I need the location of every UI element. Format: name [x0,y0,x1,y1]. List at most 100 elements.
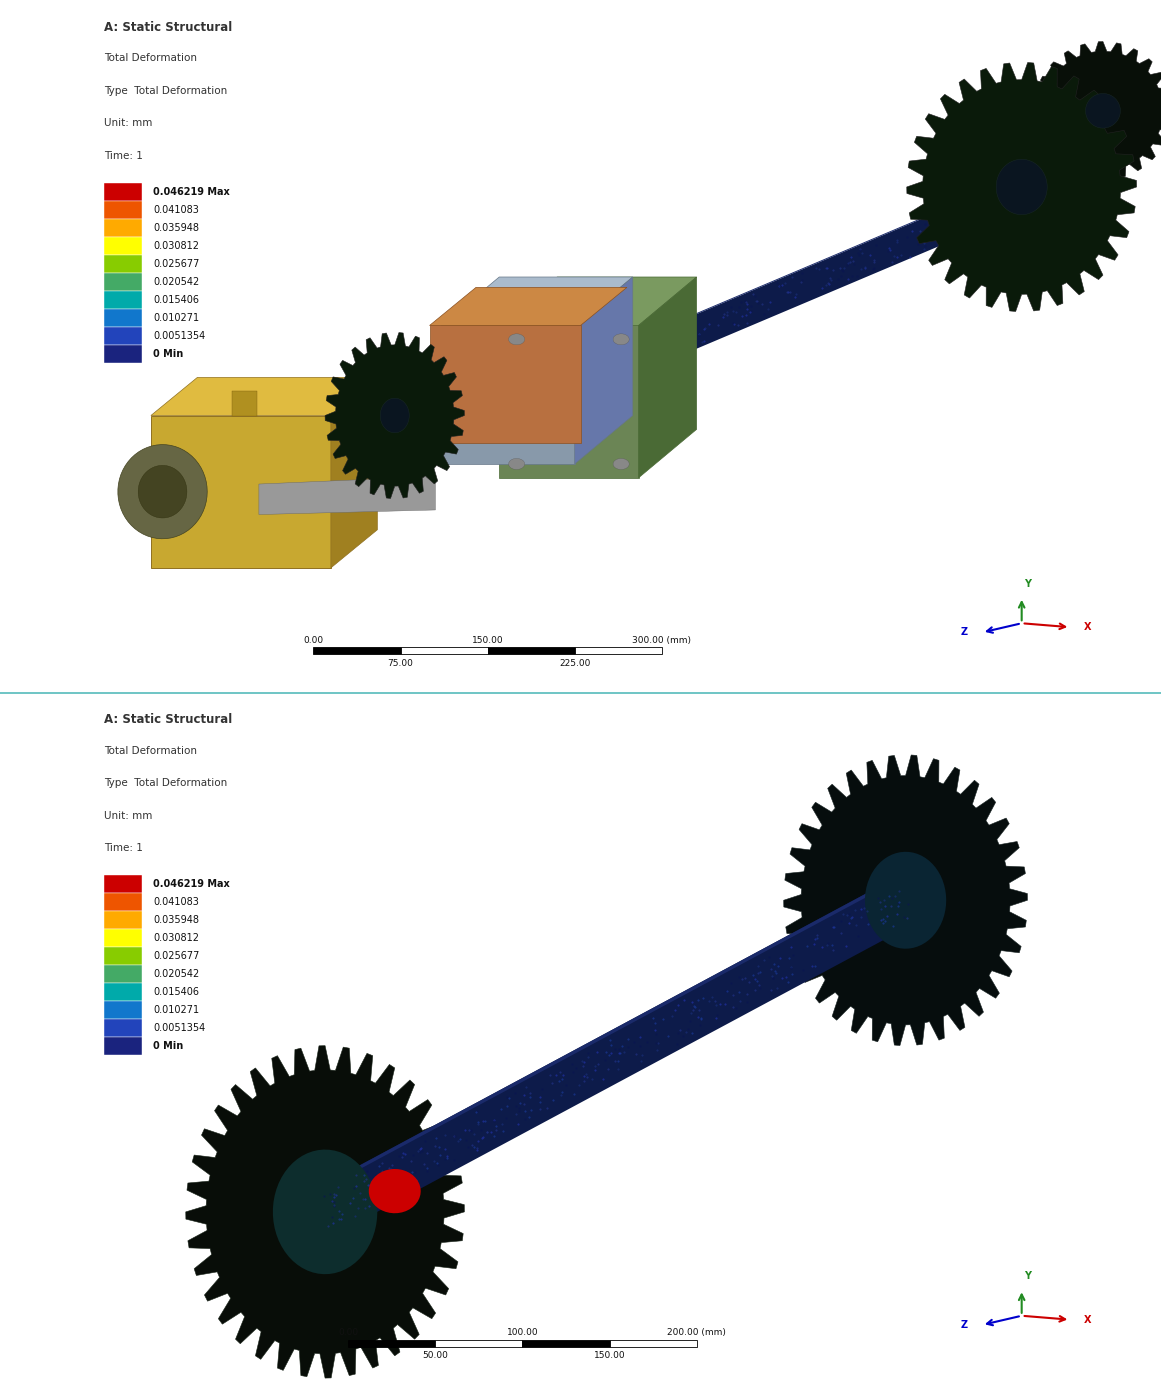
Text: 0.046219 Max: 0.046219 Max [153,187,230,197]
Polygon shape [388,1184,402,1198]
Bar [104,327,142,345]
Polygon shape [325,332,464,499]
Text: Y: Y [1024,1271,1031,1281]
Polygon shape [639,277,697,478]
Bar [522,1341,610,1346]
Text: 0.00: 0.00 [303,636,324,645]
Text: Total Deformation: Total Deformation [104,54,197,64]
Text: 0.010271: 0.010271 [153,1006,200,1015]
Bar [104,345,142,363]
Bar [499,325,639,478]
Text: 150.00: 150.00 [593,1352,626,1360]
Text: 300.00 (mm): 300.00 (mm) [633,636,691,645]
Bar [104,965,142,983]
Text: 0.015406: 0.015406 [153,295,200,305]
Bar [104,929,142,947]
Polygon shape [118,445,208,539]
Polygon shape [259,476,435,515]
Text: Time: 1: Time: 1 [104,843,143,853]
Bar [104,237,142,255]
Text: 0.010271: 0.010271 [153,313,200,323]
Bar [104,201,142,219]
Polygon shape [575,277,633,464]
Text: Time: 1: Time: 1 [104,151,143,161]
Text: Unit: mm: Unit: mm [104,812,153,821]
Text: Y: Y [1024,579,1031,589]
Polygon shape [369,1169,420,1213]
Text: 150.00: 150.00 [471,636,504,645]
Polygon shape [300,1181,352,1242]
Text: 0.030812: 0.030812 [153,933,200,943]
Text: Total Deformation: Total Deformation [104,745,197,756]
Text: 0.035948: 0.035948 [153,915,200,925]
Polygon shape [186,1046,464,1378]
Bar [313,648,401,655]
Text: X: X [1084,622,1091,632]
Polygon shape [383,177,1022,482]
Bar [610,1341,697,1346]
Bar [104,1037,142,1055]
Text: 0.035948: 0.035948 [153,223,200,233]
Polygon shape [273,1150,377,1274]
Bar [104,947,142,965]
Polygon shape [996,159,1047,215]
Text: 0.041083: 0.041083 [153,205,200,215]
Bar [104,255,142,273]
Bar [104,183,142,201]
Polygon shape [302,885,929,1227]
Text: 75.00: 75.00 [388,659,413,668]
Polygon shape [376,1176,413,1206]
Polygon shape [430,287,627,325]
Text: 0.00: 0.00 [338,1328,359,1338]
Bar [488,648,575,655]
Bar [151,416,331,568]
Text: 0 Min: 0 Min [153,1042,183,1051]
Bar [575,648,662,655]
Bar [104,893,142,911]
Text: Type  Total Deformation: Type Total Deformation [104,86,228,96]
Polygon shape [151,377,377,416]
Text: 0 Min: 0 Min [153,349,183,359]
Bar [232,391,258,415]
Text: 0.015406: 0.015406 [153,988,200,997]
Text: Type  Total Deformation: Type Total Deformation [104,778,228,788]
Bar [430,325,580,443]
Polygon shape [302,879,900,1197]
Polygon shape [865,852,946,949]
Text: Z: Z [961,1320,968,1330]
Bar [104,309,142,327]
Bar [401,648,488,655]
Polygon shape [383,169,1036,446]
Text: 225.00: 225.00 [558,659,591,668]
Bar [104,911,142,929]
Polygon shape [907,62,1137,312]
Polygon shape [509,458,525,470]
Text: A: Static Structural: A: Static Structural [104,713,232,726]
Polygon shape [373,1172,417,1210]
Bar [104,1019,142,1037]
Polygon shape [1086,94,1120,127]
Polygon shape [331,377,377,568]
Polygon shape [381,399,410,432]
Bar [348,1341,435,1346]
Text: A: Static Structural: A: Static Structural [104,21,232,33]
Polygon shape [613,334,629,345]
Polygon shape [509,334,525,345]
Text: 0.0051354: 0.0051354 [153,331,205,341]
Bar [435,1341,522,1346]
Text: 50.00: 50.00 [423,1352,448,1360]
Bar [104,1001,142,1019]
Text: 100.00: 100.00 [506,1328,539,1338]
Bar [104,983,142,1001]
Bar [104,291,142,309]
Text: 200.00 (mm): 200.00 (mm) [668,1328,726,1338]
Polygon shape [391,1188,398,1194]
Text: 0.0051354: 0.0051354 [153,1024,205,1033]
Text: 0.025677: 0.025677 [153,951,200,961]
Bar [104,219,142,237]
Text: 0.030812: 0.030812 [153,241,200,251]
Text: 0.020542: 0.020542 [153,277,200,287]
Polygon shape [784,755,1027,1046]
Text: Z: Z [961,627,968,637]
Polygon shape [1033,42,1161,180]
